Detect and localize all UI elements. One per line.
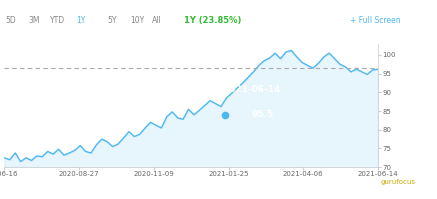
Text: 96.19: 96.19 bbox=[393, 63, 423, 73]
Text: YTD: YTD bbox=[50, 16, 66, 25]
Text: 1Y: 1Y bbox=[76, 16, 86, 25]
Text: 2021-06-14: 2021-06-14 bbox=[293, 176, 347, 185]
Text: 5Y: 5Y bbox=[107, 16, 117, 25]
Text: 3M: 3M bbox=[28, 16, 40, 25]
Text: All: All bbox=[152, 16, 162, 25]
Text: 1Y (23.85%): 1Y (23.85%) bbox=[184, 16, 241, 25]
Text: 95.5: 95.5 bbox=[252, 110, 274, 119]
Text: 5D: 5D bbox=[5, 16, 16, 25]
Text: 2021-06-14: 2021-06-14 bbox=[224, 85, 281, 94]
Text: 10Y: 10Y bbox=[130, 16, 145, 25]
Text: gurufocus: gurufocus bbox=[381, 179, 416, 185]
Text: + Full Screen: + Full Screen bbox=[350, 16, 400, 25]
